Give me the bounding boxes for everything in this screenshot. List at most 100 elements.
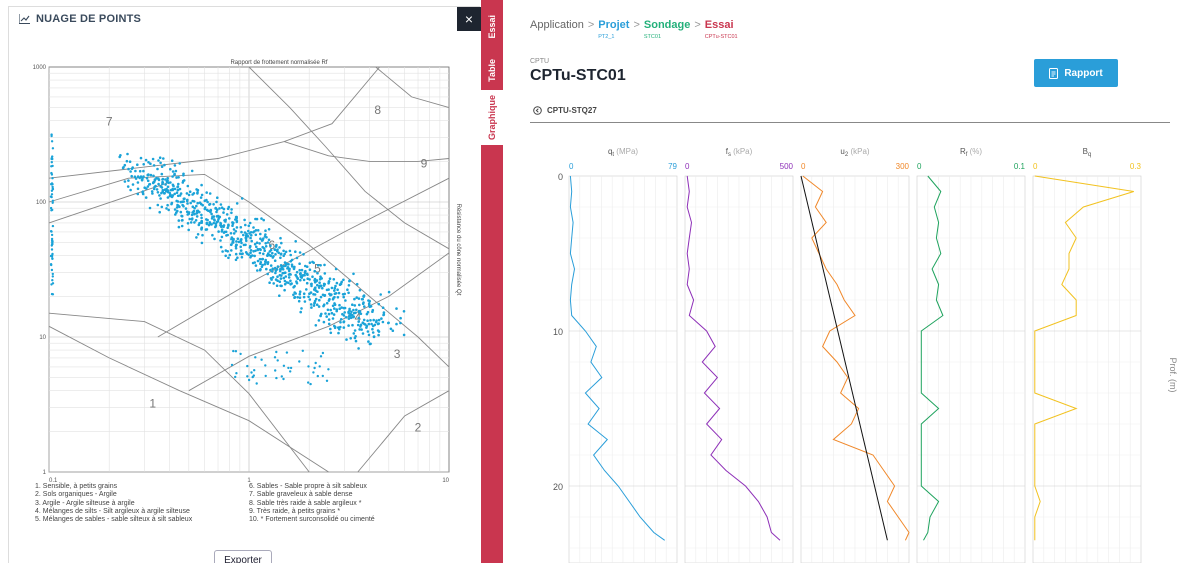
scatter-point: [193, 212, 196, 216]
scatter-point: [203, 206, 207, 209]
scatter-point: [191, 211, 194, 214]
scatter-point: [284, 275, 288, 278]
scatter-point: [195, 209, 199, 213]
scatter-point: [361, 302, 365, 306]
scatter-point: [51, 272, 54, 276]
scatter-point: [287, 276, 291, 279]
scatter-point: [338, 327, 341, 331]
scatter-point: [131, 183, 135, 186]
scatter-point: [358, 288, 362, 292]
scatter-point: [298, 251, 302, 254]
scatter-point: [247, 224, 251, 228]
scatter-point: [269, 264, 273, 267]
scatter-point: [314, 324, 318, 327]
scatter-point: [144, 196, 148, 199]
breadcrumb-sondage[interactable]: Sondage STC01: [644, 19, 690, 40]
scatter-point: [292, 293, 295, 297]
scatter-point: [129, 188, 132, 192]
scatter-point: [293, 295, 297, 299]
scatter-point: [329, 327, 332, 331]
scatter-point: [190, 213, 194, 217]
rapport-button[interactable]: Rapport: [1034, 59, 1118, 87]
scatter-point: [248, 221, 252, 225]
scatter-point: [296, 276, 299, 280]
sub-essai[interactable]: CPTU-STQ27: [533, 106, 597, 115]
breadcrumb-essai-sub: CPTu-STC01: [704, 34, 738, 40]
scatter-point: [337, 331, 340, 335]
scatter-point: [200, 228, 203, 231]
zone-label: 3: [394, 347, 401, 361]
y-axis-label: Résistance du cône normalisée Qt: [455, 204, 461, 296]
scatter-point: [187, 228, 190, 232]
scatter-point: [170, 202, 173, 206]
scatter-point: [242, 233, 245, 237]
scatter-point: [254, 217, 257, 221]
scatter-point: [311, 275, 314, 278]
scatter-point: [175, 176, 178, 179]
legend-item: 2. Sols organiques - Argile: [35, 491, 117, 499]
scatter-point: [166, 176, 169, 180]
scatter-point: [352, 308, 355, 312]
scatter-point: [186, 222, 190, 225]
scatter-point: [159, 197, 162, 200]
scatter-point: [249, 254, 253, 258]
scatter-point: [313, 269, 317, 273]
scatter-point: [264, 364, 267, 367]
tab-graphique[interactable]: Graphique: [481, 90, 503, 146]
scatter-point: [237, 240, 241, 244]
scatter-point: [357, 297, 361, 300]
scatter-point: [142, 175, 145, 178]
scatter-point: [250, 371, 253, 374]
scatter-point: [180, 224, 184, 228]
scatter-point: [323, 293, 327, 297]
scatter-point: [261, 245, 264, 249]
scatter-point: [314, 297, 318, 301]
scatter-point: [193, 221, 196, 224]
breadcrumb-root[interactable]: Application: [530, 19, 584, 31]
scatter-point: [240, 241, 243, 245]
scatter-point: [174, 169, 178, 173]
scatter-point: [300, 268, 304, 272]
scatter-point: [297, 299, 301, 303]
export-button[interactable]: Exporter: [214, 550, 272, 563]
breadcrumb-separator: >: [587, 19, 595, 31]
page-title: CPTu-STC01: [530, 67, 626, 84]
zone-label: 8: [374, 103, 381, 117]
scatter-point: [181, 179, 185, 183]
scatter-point: [333, 289, 336, 292]
scatter-point: [279, 236, 282, 240]
scatter-point: [229, 232, 233, 235]
scatter-point: [51, 157, 54, 161]
scatter-point: [319, 314, 322, 318]
scatter-point: [340, 306, 344, 309]
scatter-point: [228, 217, 231, 220]
scatter-point: [329, 293, 332, 297]
scatter-point: [282, 276, 286, 280]
scatter-point: [191, 199, 194, 203]
breadcrumb-projet[interactable]: Projet PT2_1: [598, 19, 629, 40]
scatter-point: [316, 283, 319, 287]
scatter-point: [267, 228, 271, 231]
scatter-point: [275, 284, 279, 287]
scatter-point: [254, 356, 257, 359]
tab-table[interactable]: Table: [481, 50, 503, 90]
scatter-point: [309, 382, 312, 386]
breadcrumb-essai[interactable]: Essai CPTu-STC01: [705, 19, 738, 40]
scatter-point: [227, 205, 231, 209]
y-tick-label: 1000: [33, 65, 47, 71]
scatter-point: [139, 156, 143, 160]
scatter-point: [340, 280, 344, 284]
scatter-point: [235, 240, 238, 243]
scatter-point: [51, 201, 54, 204]
scatter-point: [320, 312, 323, 316]
tab-essai[interactable]: Essai: [481, 6, 503, 48]
y-tick-label: 100: [36, 200, 47, 206]
scatter-point: [50, 195, 53, 199]
scatter-point: [146, 179, 150, 183]
scatter-point: [49, 263, 53, 266]
close-button[interactable]: ×: [457, 7, 481, 31]
scatter-point: [156, 203, 160, 207]
scatter-point: [260, 239, 264, 242]
scatter-point: [253, 369, 256, 372]
